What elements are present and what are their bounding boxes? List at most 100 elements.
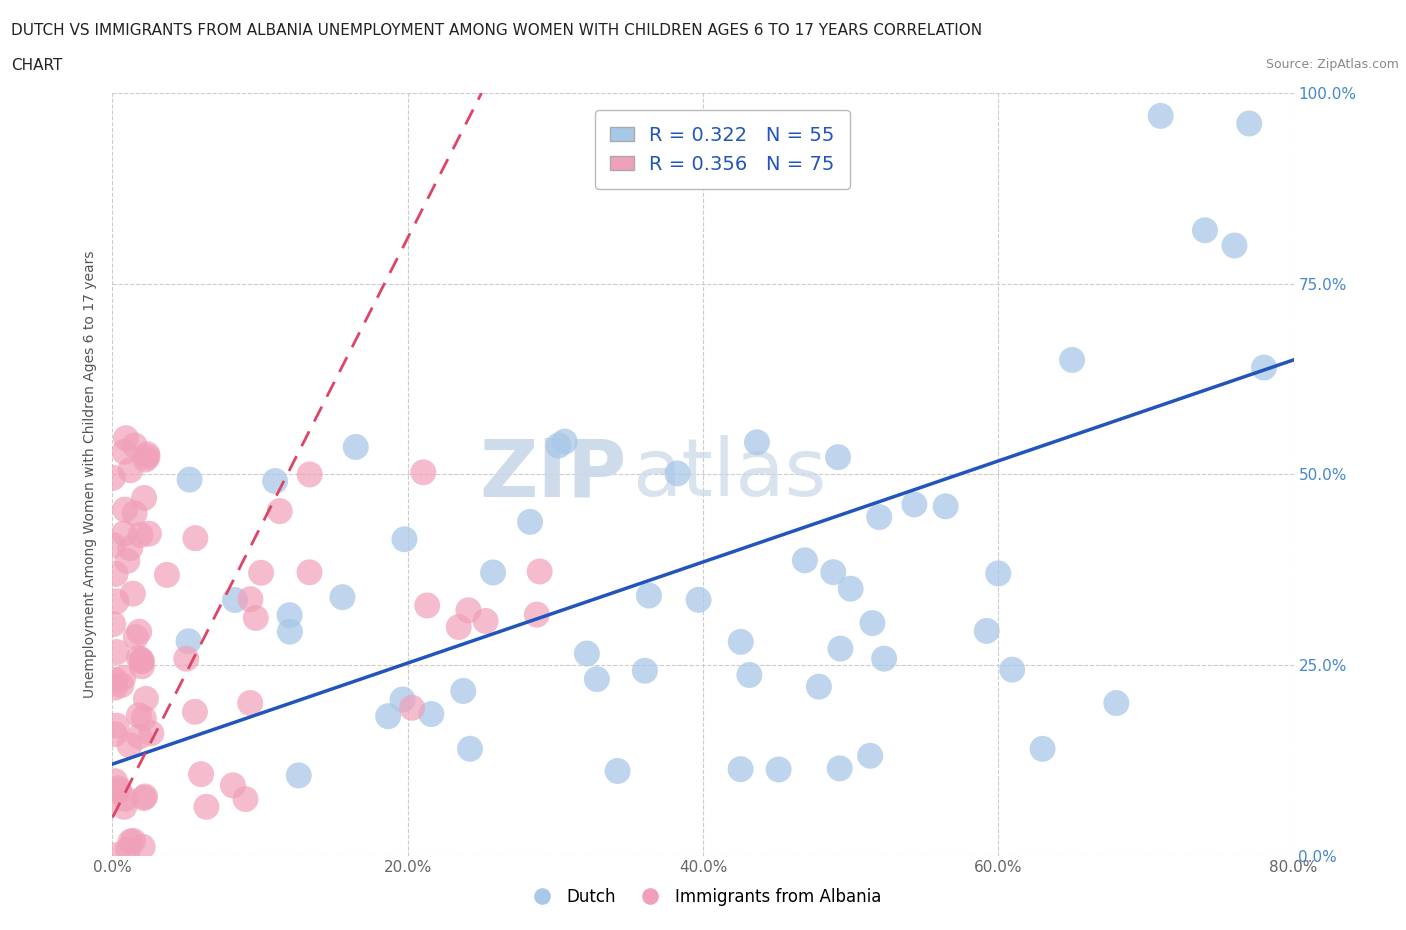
Immigrants from Albania xyxy=(132,711,155,725)
Dutch xyxy=(482,565,505,580)
Dutch xyxy=(827,450,849,465)
Dutch xyxy=(768,762,790,777)
Dutch xyxy=(1062,352,1084,367)
Immigrants from Albania xyxy=(134,452,156,467)
Immigrants from Albania xyxy=(447,619,470,634)
Immigrants from Albania xyxy=(239,696,262,711)
Dutch xyxy=(738,668,761,683)
Immigrants from Albania xyxy=(412,465,434,480)
Dutch xyxy=(638,588,661,603)
Immigrants from Albania xyxy=(195,800,218,815)
Dutch xyxy=(332,590,354,604)
Y-axis label: Unemployment Among Women with Children Ages 6 to 17 years: Unemployment Among Women with Children A… xyxy=(83,250,97,698)
Dutch xyxy=(458,741,481,756)
Immigrants from Albania xyxy=(184,704,207,719)
Immigrants from Albania xyxy=(174,651,197,666)
Legend: Dutch, Immigrants from Albania: Dutch, Immigrants from Albania xyxy=(519,881,887,912)
Text: CHART: CHART xyxy=(11,58,63,73)
Immigrants from Albania xyxy=(120,834,142,849)
Dutch xyxy=(344,440,367,455)
Immigrants from Albania xyxy=(184,531,207,546)
Immigrants from Albania xyxy=(138,526,160,541)
Immigrants from Albania xyxy=(114,791,136,806)
Immigrants from Albania xyxy=(124,438,146,453)
Immigrants from Albania xyxy=(104,774,127,789)
Immigrants from Albania xyxy=(131,840,153,855)
Immigrants from Albania xyxy=(235,791,257,806)
Dutch xyxy=(391,692,413,707)
Text: atlas: atlas xyxy=(633,435,827,513)
Immigrants from Albania xyxy=(131,654,153,669)
Immigrants from Albania xyxy=(250,565,273,580)
Dutch xyxy=(1105,696,1128,711)
Immigrants from Albania xyxy=(131,658,153,673)
Dutch xyxy=(634,663,657,678)
Dutch xyxy=(278,607,301,622)
Immigrants from Albania xyxy=(107,781,129,796)
Immigrants from Albania xyxy=(190,766,212,781)
Immigrants from Albania xyxy=(474,614,496,629)
Immigrants from Albania xyxy=(110,678,132,693)
Dutch xyxy=(606,764,628,778)
Immigrants from Albania xyxy=(115,431,138,445)
Dutch xyxy=(830,641,852,656)
Immigrants from Albania xyxy=(132,790,155,805)
Immigrants from Albania xyxy=(222,777,245,792)
Immigrants from Albania xyxy=(120,540,142,555)
Dutch xyxy=(1223,238,1246,253)
Immigrants from Albania xyxy=(107,847,129,862)
Immigrants from Albania xyxy=(117,842,139,857)
Immigrants from Albania xyxy=(105,594,128,609)
Immigrants from Albania xyxy=(120,463,142,478)
Dutch xyxy=(554,434,576,449)
Dutch xyxy=(1001,662,1024,677)
Immigrants from Albania xyxy=(298,565,321,579)
Immigrants from Albania xyxy=(125,630,148,644)
Immigrants from Albania xyxy=(529,564,551,578)
Immigrants from Albania xyxy=(526,607,548,622)
Dutch xyxy=(287,768,309,783)
Immigrants from Albania xyxy=(131,653,153,668)
Immigrants from Albania xyxy=(104,566,127,581)
Immigrants from Albania xyxy=(122,833,145,848)
Dutch xyxy=(1239,116,1261,131)
Immigrants from Albania xyxy=(114,502,136,517)
Immigrants from Albania xyxy=(128,729,150,744)
Dutch xyxy=(451,684,474,698)
Immigrants from Albania xyxy=(112,671,135,685)
Immigrants from Albania xyxy=(103,726,125,741)
Dutch xyxy=(1253,360,1275,375)
Dutch xyxy=(859,749,882,764)
Text: DUTCH VS IMMIGRANTS FROM ALBANIA UNEMPLOYMENT AMONG WOMEN WITH CHILDREN AGES 6 T: DUTCH VS IMMIGRANTS FROM ALBANIA UNEMPLO… xyxy=(11,23,983,38)
Dutch xyxy=(519,514,541,529)
Immigrants from Albania xyxy=(136,449,159,464)
Immigrants from Albania xyxy=(457,603,479,618)
Dutch xyxy=(224,592,246,607)
Immigrants from Albania xyxy=(135,691,157,706)
Immigrants from Albania xyxy=(104,672,127,687)
Dutch xyxy=(935,498,957,513)
Dutch xyxy=(828,761,851,776)
Dutch xyxy=(1032,741,1054,756)
Immigrants from Albania xyxy=(117,553,139,568)
Immigrants from Albania xyxy=(122,586,145,601)
Dutch xyxy=(177,634,200,649)
Immigrants from Albania xyxy=(105,718,128,733)
Dutch xyxy=(420,707,443,722)
Dutch xyxy=(807,679,830,694)
Immigrants from Albania xyxy=(112,445,135,459)
Immigrants from Albania xyxy=(101,471,124,485)
Dutch xyxy=(1194,223,1216,238)
Immigrants from Albania xyxy=(129,527,152,542)
Immigrants from Albania xyxy=(269,504,291,519)
Dutch xyxy=(666,466,689,481)
Dutch xyxy=(745,435,768,450)
Immigrants from Albania xyxy=(105,644,128,659)
Text: Source: ZipAtlas.com: Source: ZipAtlas.com xyxy=(1265,58,1399,71)
Dutch xyxy=(873,651,896,666)
Dutch xyxy=(377,709,399,724)
Immigrants from Albania xyxy=(104,680,127,695)
Dutch xyxy=(903,497,925,512)
Dutch xyxy=(394,532,416,547)
Legend: R = 0.322   N = 55, R = 0.356   N = 75: R = 0.322 N = 55, R = 0.356 N = 75 xyxy=(595,111,851,189)
